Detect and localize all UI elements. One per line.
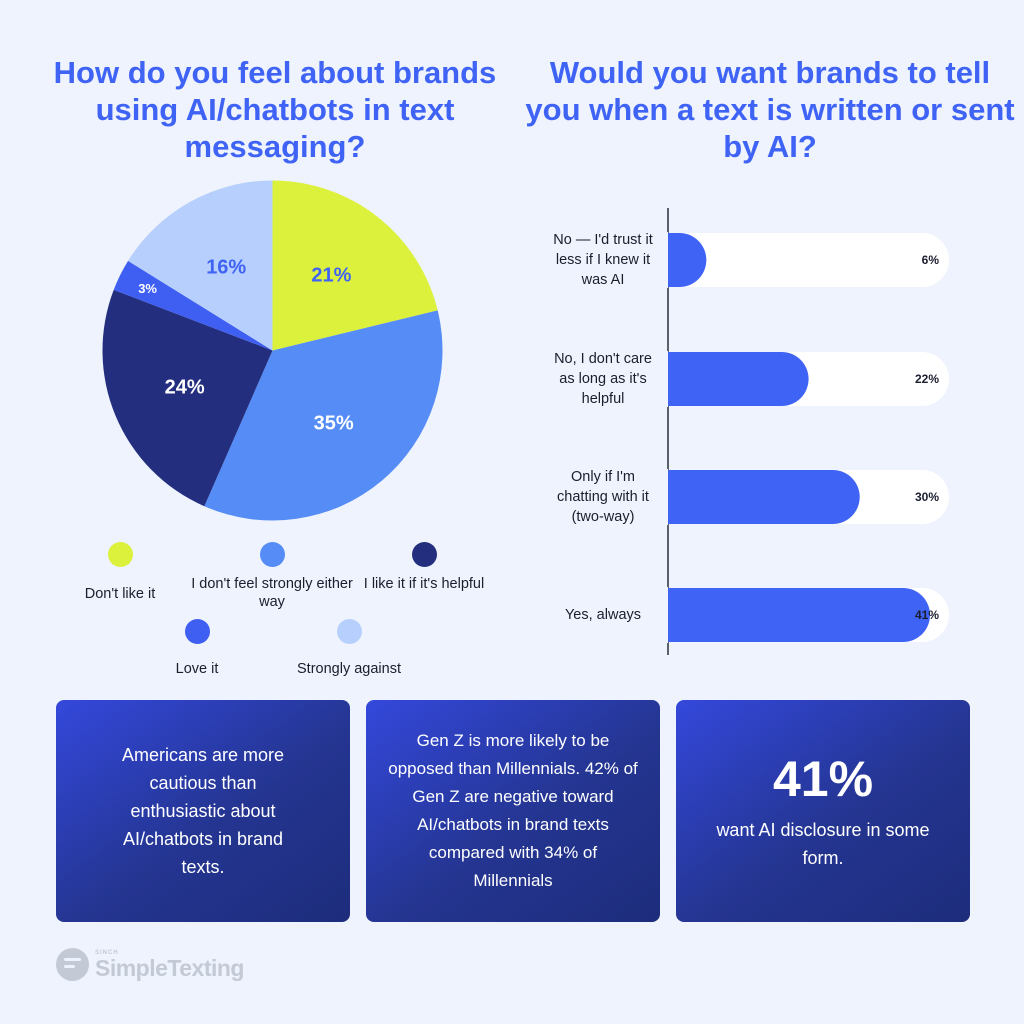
pie-slice-label: 16%: [206, 256, 246, 278]
bar-category-label: Only if I'm chatting with it (two-way): [540, 467, 666, 527]
bar-value-label: 41%: [915, 608, 939, 622]
chat-bubble-icon: [56, 948, 89, 981]
bar-category-line: Yes, always: [564, 607, 642, 623]
bar-track: [641, 588, 949, 642]
bar-category-label: No, I don't care as long as it's helpful: [540, 349, 666, 409]
pie-slice-label: 21%: [311, 265, 351, 287]
legend-label: Don't like it: [84, 586, 156, 602]
bar-track: [641, 352, 949, 406]
bar-category-line: less if I knew it: [555, 252, 651, 268]
pie-slice: [102, 289, 273, 507]
pie-chart: 21% 35% 24% 3% 16%: [102, 180, 443, 521]
legend-swatch: [336, 619, 362, 644]
legend-label: I don't feel strongly either way: [191, 576, 353, 610]
pie-slice-label: 3%: [138, 281, 157, 296]
insight-text: Gen Z is more likely to be opposed than …: [388, 731, 638, 890]
bar-category-line: as long as it's: [559, 371, 647, 387]
pie-slice: [113, 260, 273, 351]
insight-card-caution: Americans are more cautious than enthusi…: [56, 700, 350, 922]
bar: [641, 470, 860, 524]
bar-chart-title: Would you want brands to tell you when a…: [525, 55, 1015, 164]
insight-text: Americans are more cautious than enthusi…: [121, 745, 285, 877]
insight-card-gen-z: Gen Z is more likely to be opposed than …: [366, 700, 660, 922]
bar-track: [641, 233, 949, 287]
legend-swatch: [411, 542, 437, 567]
bar-category-line: helpful: [581, 391, 625, 407]
legend-label: I like it if it's helpful: [363, 576, 485, 592]
legend-swatch: [184, 619, 210, 644]
legend-label: Love it: [175, 661, 219, 677]
logo-name: SimpleTexting: [95, 954, 245, 981]
bar-category-line: No — I'd trust it: [553, 232, 653, 248]
bar: [641, 352, 809, 406]
bar: [641, 588, 930, 642]
insight-text: want AI disclosure in some form.: [716, 820, 930, 868]
bar-value-label: 22%: [915, 372, 939, 386]
pie-slice: [128, 180, 273, 351]
pie-slice-label: 35%: [314, 412, 354, 434]
legend-label: Strongly against: [297, 661, 401, 677]
bar-category-line: Only if I'm: [571, 469, 635, 485]
bar-value-label: 6%: [922, 253, 940, 267]
bar-category-label: Yes, always: [540, 605, 666, 625]
bar-category-line: chatting with it: [557, 489, 649, 505]
bar-category-label: No — I'd trust it less if I knew it was AI: [540, 230, 666, 290]
bar-value-label: 30%: [915, 490, 939, 504]
legend-swatch: [259, 542, 285, 567]
bar-track: [641, 470, 949, 524]
legend-swatch: [107, 542, 133, 567]
logo-wordmark: SINCH SimpleTexting: [95, 949, 245, 981]
bar-category-line: (two-way): [571, 509, 635, 525]
pie-slice: [204, 310, 443, 521]
pie-chart-title: How do you feel about brands using AI/ch…: [53, 55, 497, 164]
logo-parent-brand: SINCH: [95, 949, 119, 956]
bar-category-line: was AI: [581, 272, 625, 288]
bar-category-line: No, I don't care: [554, 351, 652, 367]
stat-value: 41%: [772, 751, 874, 807]
insight-card-disclosure: 41% want AI disclosure in some form.: [676, 700, 970, 922]
brand-logo: SINCH SimpleTexting: [56, 948, 245, 981]
pie-slice: [272, 180, 438, 351]
pie-slice-label: 24%: [165, 376, 205, 398]
